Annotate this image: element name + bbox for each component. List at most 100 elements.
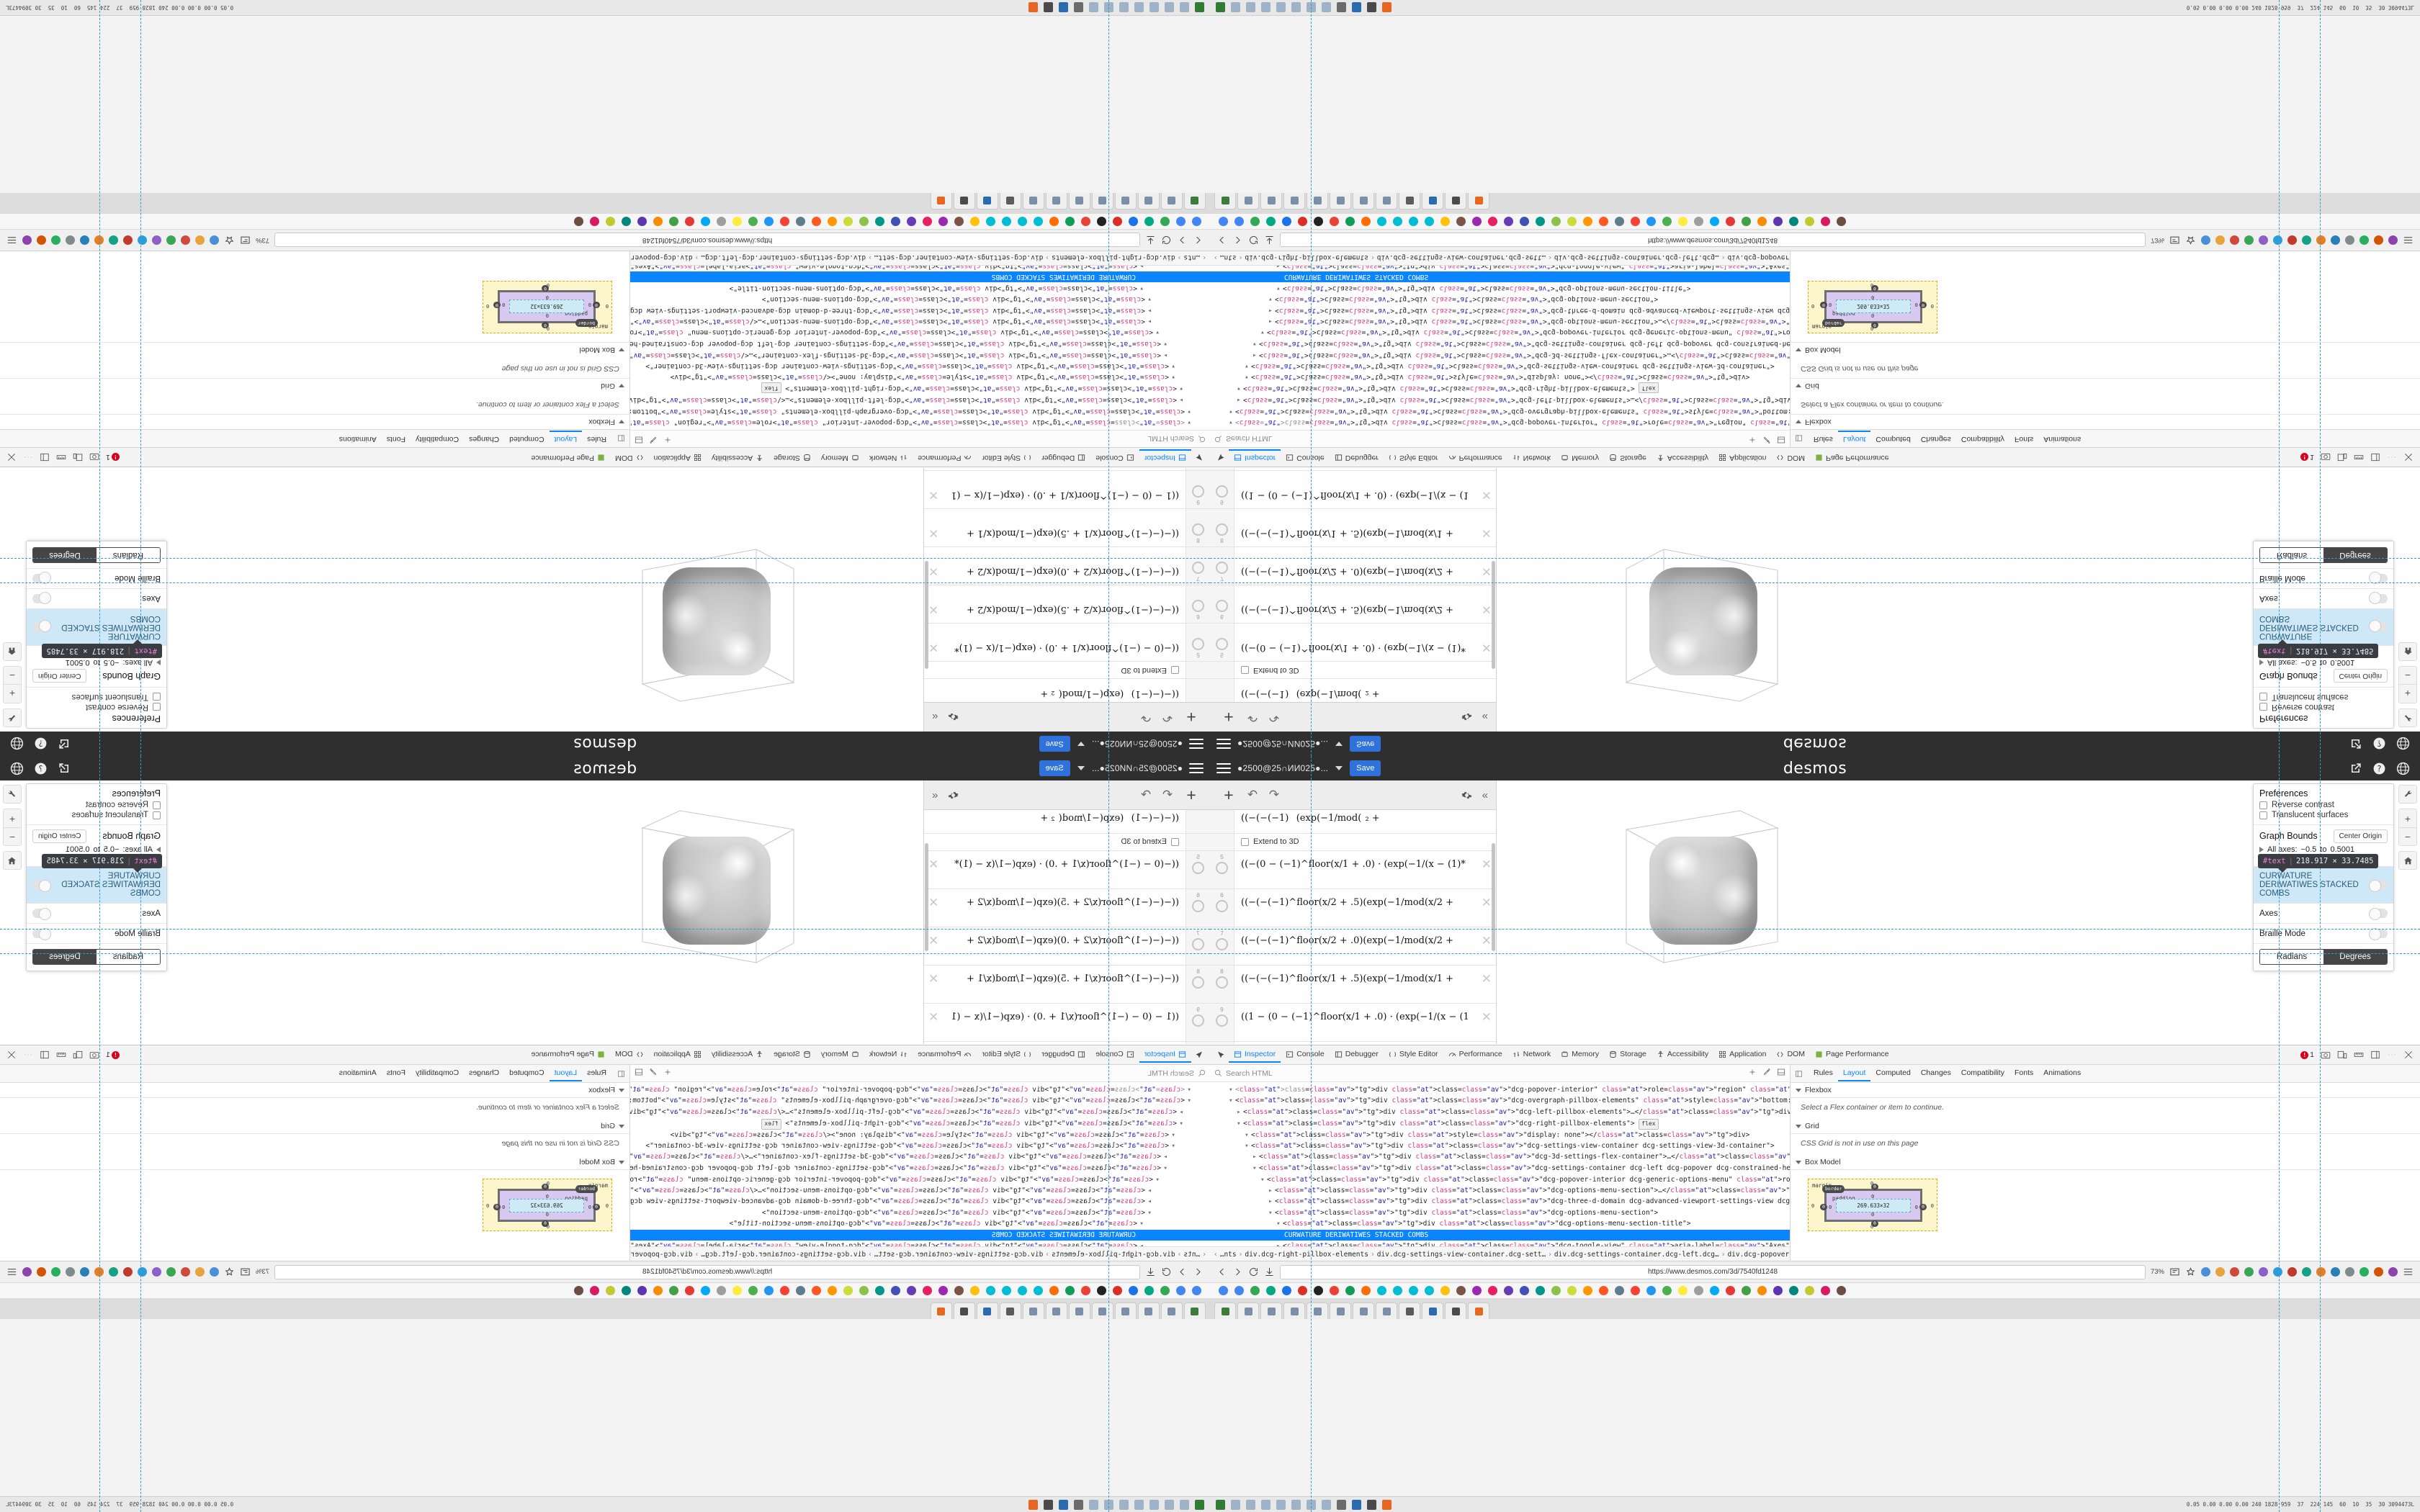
meatball-menu-icon[interactable] — [23, 1050, 33, 1060]
tab-console[interactable]: Console — [1281, 449, 1330, 465]
chevron-right-icon[interactable] — [2259, 847, 2264, 852]
taskbar-item[interactable] — [1216, 2, 1225, 13]
bookmark-item[interactable] — [1377, 217, 1386, 226]
border-bottom-value[interactable]: 0 — [1871, 1220, 1878, 1227]
bookmark-item[interactable] — [907, 1286, 916, 1295]
breadcrumb-scroll-left[interactable]: ‹ — [1214, 1250, 1218, 1259]
chevron-down-icon[interactable] — [1077, 766, 1085, 770]
markup-line[interactable]: ▸<class="at">class=class="av">"tg">div c… — [630, 1108, 1183, 1117]
reverse-contrast-checkbox[interactable] — [2259, 801, 2267, 809]
bookmark-item[interactable] — [1002, 1286, 1011, 1295]
all-axes-row[interactable]: All axes: −0.5 to 0.5001 — [32, 845, 161, 854]
app-menu-icon[interactable] — [2403, 235, 2414, 246]
reverse-contrast-checkbox[interactable] — [153, 801, 161, 809]
bookmark-item[interactable] — [875, 217, 884, 226]
bookmark-item[interactable] — [1472, 217, 1482, 226]
reverse-contrast-row[interactable]: Reverse contrast — [32, 702, 161, 712]
bookmark-item[interactable] — [637, 1286, 647, 1295]
curvature-derivatives-row[interactable]: CURWATURE DERIWATIWES STACKED COMBS — [2254, 867, 2393, 904]
bookmark-item[interactable] — [1298, 217, 1307, 226]
translucent-surfaces-row[interactable]: Translucent surfaces — [2259, 810, 2388, 820]
browser-tab[interactable] — [1422, 193, 1443, 210]
tab-inspector[interactable]: Inspector — [1139, 1047, 1191, 1063]
bookmark-item[interactable] — [1551, 1286, 1561, 1295]
extend-to-3d-checkbox[interactable] — [1171, 837, 1179, 846]
home-icon[interactable] — [2398, 642, 2417, 661]
browser-tab[interactable] — [1445, 1302, 1466, 1319]
responsive-design-icon[interactable] — [73, 452, 83, 462]
bound-min-value[interactable]: −0.5 — [2300, 845, 2317, 854]
taskbar-item[interactable] — [1104, 1499, 1113, 1510]
bookmark-item[interactable] — [986, 217, 995, 226]
list-item[interactable]: 8 ((−(−(−1)^floor(x/1 + .5)(exp(−1/mod(x/… — [924, 508, 1210, 547]
bookmark-item[interactable] — [1361, 217, 1371, 226]
breadcrumb[interactable]: ‹ …nts › div.dcg-right-pillbox-elements › div… — [1210, 251, 1790, 266]
bookmark-item[interactable] — [1520, 1286, 1529, 1295]
redo-button[interactable]: ↷ — [1268, 788, 1280, 801]
taskbar[interactable]: 0.05 0.00 0.00 0.00 240 1828 959 37 224 … — [1210, 1496, 2420, 1512]
tab-style-editor[interactable]: Style Editor — [1384, 449, 1443, 465]
braille-mode-row[interactable]: Braille Mode — [2254, 924, 2393, 944]
markup-line[interactable]: ▸<class="at">class=class="av">"tg">div c… — [630, 317, 1152, 325]
bookmark-item[interactable] — [796, 217, 805, 226]
bookmark-item[interactable] — [907, 217, 916, 226]
extension-icon[interactable] — [2201, 235, 2210, 245]
markup-line[interactable]: ▸<class="at">class=class="av">"tg">div c… — [630, 1241, 1144, 1246]
margin-right-value[interactable]: 0 — [1930, 303, 1934, 309]
breadcrumb-item[interactable]: div.dcg-settings-view-container.dcg-sett… — [874, 253, 1044, 262]
gear-icon[interactable] — [1461, 712, 1472, 723]
flexbox-header[interactable]: Flexbox — [1791, 1083, 2420, 1097]
extension-icon[interactable] — [2230, 1267, 2239, 1277]
degrees-button[interactable]: Degrees — [33, 548, 97, 562]
globe-language-icon[interactable] — [2396, 737, 2410, 751]
help-icon[interactable]: ? — [34, 737, 48, 751]
reverse-contrast-checkbox[interactable] — [2259, 703, 2267, 711]
taskbar-item[interactable] — [1276, 1499, 1286, 1510]
browser-tab[interactable] — [1376, 1302, 1397, 1319]
sidebar-tab-changes[interactable]: Changes — [1920, 1068, 1951, 1077]
extension-icon[interactable] — [2331, 1267, 2340, 1277]
list-item[interactable]: 10((.5 − (−(−1)^floor(x/1 + .5)(exp(−1/m… — [924, 468, 1210, 471]
markup-line[interactable]: ▾<class="at">class=class="av">"tg">div c… — [761, 295, 1152, 304]
expression-color-dot[interactable] — [1216, 600, 1228, 613]
taskbar-item[interactable] — [1028, 2, 1038, 13]
extension-icon[interactable] — [37, 1267, 46, 1277]
bookmark-item[interactable] — [1330, 1286, 1339, 1295]
bookmark-item[interactable] — [1144, 217, 1154, 226]
expression-math[interactable]: ((−(0 − (−1)^floor(x/1 + .0) · (exp(−1/(… — [1241, 642, 1466, 654]
taskbar-item[interactable] — [1291, 1499, 1301, 1510]
redo-button[interactable]: ↷ — [1140, 711, 1152, 724]
translucent-surfaces-checkbox[interactable] — [2259, 693, 2267, 701]
expression-color-dot[interactable] — [1216, 861, 1228, 874]
bookmark-item[interactable] — [954, 217, 964, 226]
taskbar[interactable]: 0.05 0.00 0.00 0.00 240 1828 959 37 224 … — [0, 1496, 1210, 1512]
bookmark-item[interactable] — [1631, 217, 1640, 226]
taskbar-item[interactable] — [1216, 1499, 1225, 1510]
browser-tab[interactable] — [1092, 1302, 1113, 1319]
add-expression-button[interactable]: + — [1224, 708, 1234, 727]
bookmark-star-icon[interactable] — [2185, 1266, 2196, 1277]
document-title[interactable]: ●2500@25∩ИИ025●... — [1237, 739, 1329, 749]
close-icon[interactable] — [6, 1050, 17, 1060]
taskbar-item[interactable] — [1059, 1499, 1068, 1510]
expression-math[interactable]: ((−(0 − (−1)^floor(x/1 + .0) · (exp(−1/(… — [1241, 858, 1466, 870]
error-badge[interactable]: ! 1 — [2300, 453, 2314, 462]
markup-line[interactable]: ▾<class="at">class=class="av">"tg">div c… — [670, 373, 1175, 382]
graph-canvas[interactable]: Preferences Reverse contrast Translucent… — [1497, 780, 2420, 1044]
bookmark-item[interactable] — [1757, 1286, 1767, 1295]
browser-tab[interactable] — [977, 1302, 998, 1319]
border-right-value[interactable]: 0 — [1919, 1204, 1927, 1210]
tab-storage[interactable]: Storage — [768, 449, 816, 465]
hamburger-icon[interactable] — [1214, 734, 1233, 753]
sidebar-tab-fonts[interactable]: Fonts — [386, 1068, 406, 1077]
taskbar-item[interactable] — [1231, 1499, 1240, 1510]
degrees-button[interactable]: Degrees — [33, 950, 97, 964]
dock-icon[interactable] — [2370, 1050, 2380, 1060]
zoom-out-button[interactable]: − — [2398, 827, 2417, 846]
sidebar-tab-compatibility[interactable]: Compatibility — [416, 1068, 460, 1077]
bookmark-item[interactable] — [764, 217, 774, 226]
axes-toggle[interactable] — [32, 594, 51, 603]
eyedropper-icon[interactable] — [649, 433, 658, 444]
taskbar-item[interactable] — [1028, 1499, 1038, 1510]
eyedropper-icon[interactable] — [1762, 433, 1771, 444]
